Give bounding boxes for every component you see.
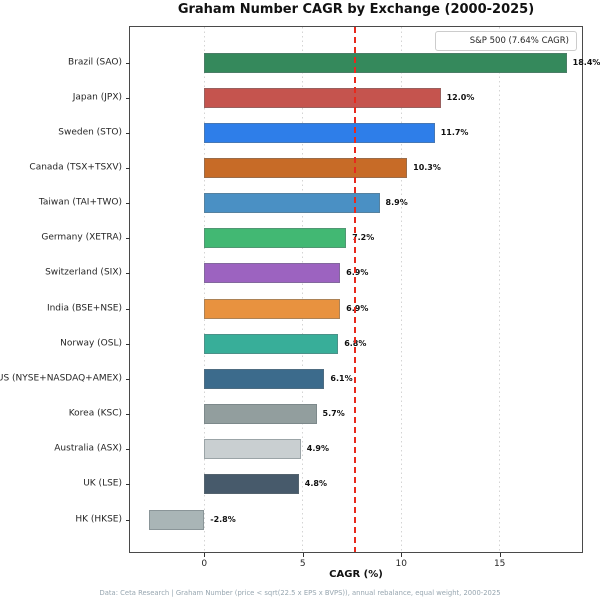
y-tick-mark [126,484,130,486]
bar [204,122,435,143]
y-tick-label: Germany (XETRA) [41,232,122,243]
bar-value-label: 12.0% [446,92,475,102]
x-tick-label: 5 [299,559,306,569]
y-tick-mark [126,519,130,521]
bar-value-label: 6.1% [330,373,353,383]
bar [204,87,441,108]
x-tick-label: 15 [493,559,506,569]
bar [204,298,341,319]
bar [204,52,567,73]
y-tick-label: HK (HKSE) [75,514,122,525]
gridline [302,27,304,552]
bar-value-label: 4.8% [304,479,327,489]
bar [204,368,325,389]
legend: S&P 500 (7.64% CAGR) [434,31,577,51]
bar [204,263,341,284]
x-tick-mark [302,553,304,557]
y-tick-mark [126,414,130,416]
plot-area: S&P 500 (7.64% CAGR) 0 5 10 15 18.4% Brazil (… [0,26,600,569]
bar-value-label: 18.4% [572,57,600,67]
y-tick-label: Australia (ASX) [54,443,122,454]
bar [204,333,339,354]
y-tick-mark [126,62,130,64]
legend-dashed-line-icon [442,40,464,42]
y-tick-label: UK (LSE) [83,478,122,489]
y-tick-label: Brazil (SAO) [68,57,122,68]
bar [204,404,317,425]
bar-value-label: 4.9% [306,444,329,454]
y-tick-mark [126,238,130,240]
y-tick-mark [126,378,130,380]
gridline [499,27,501,552]
reference-line [353,27,356,552]
bar [204,228,347,249]
gridline [203,27,205,552]
y-tick-label: Japan (JPX) [72,92,122,103]
gridline [400,27,402,552]
bar-value-label: 6.9% [346,303,369,313]
x-tick-mark [499,553,501,557]
bar-value-label: 6.9% [346,268,369,278]
bar [204,439,301,460]
y-tick-mark [126,343,130,345]
y-tick-mark [126,308,130,310]
y-tick-mark [126,132,130,134]
x-tick-mark [401,553,403,557]
y-tick-label: Taiwan (TAI+TWO) [38,197,122,208]
y-tick-mark [126,449,130,451]
bar [204,158,408,179]
bar-value-label: 5.7% [322,409,345,419]
bar [204,193,380,214]
footer-note: Data: Ceta Research | Graham Number (pri… [99,589,501,597]
bar-value-label: 8.9% [385,198,408,208]
chart-title: Graham Number CAGR by Exchange (2000-202… [177,2,535,17]
bar-value-label: -2.8% [210,514,236,524]
x-tick-mark [204,553,206,557]
y-tick-label: Switzerland (SIX) [45,267,122,278]
x-axis-label: CAGR (%) [329,569,383,580]
y-tick-mark [126,97,130,99]
legend-label: S&P 500 (7.64% CAGR) [469,36,569,46]
y-tick-label: India (BSE+NSE) [46,303,122,314]
x-tick-label: 10 [395,559,407,569]
y-tick-mark [126,168,130,170]
y-tick-label: Korea (KSC) [68,408,122,419]
bar-value-label: 10.3% [413,163,441,173]
y-tick-label: Sweden (STO) [58,127,122,138]
y-tick-label: US (NYSE+NASDAQ+AMEX) [0,373,122,384]
y-tick-mark [126,203,130,205]
bar-value-label: 7.2% [352,233,375,243]
y-tick-label: Norway (OSL) [60,338,122,349]
bar [204,474,299,495]
x-tick-label: 0 [201,559,208,569]
bar-value-label: 11.7% [440,127,469,137]
bar [149,509,205,530]
y-tick-mark [126,273,130,275]
y-tick-label: Canada (TSX+TSXV) [29,162,122,173]
